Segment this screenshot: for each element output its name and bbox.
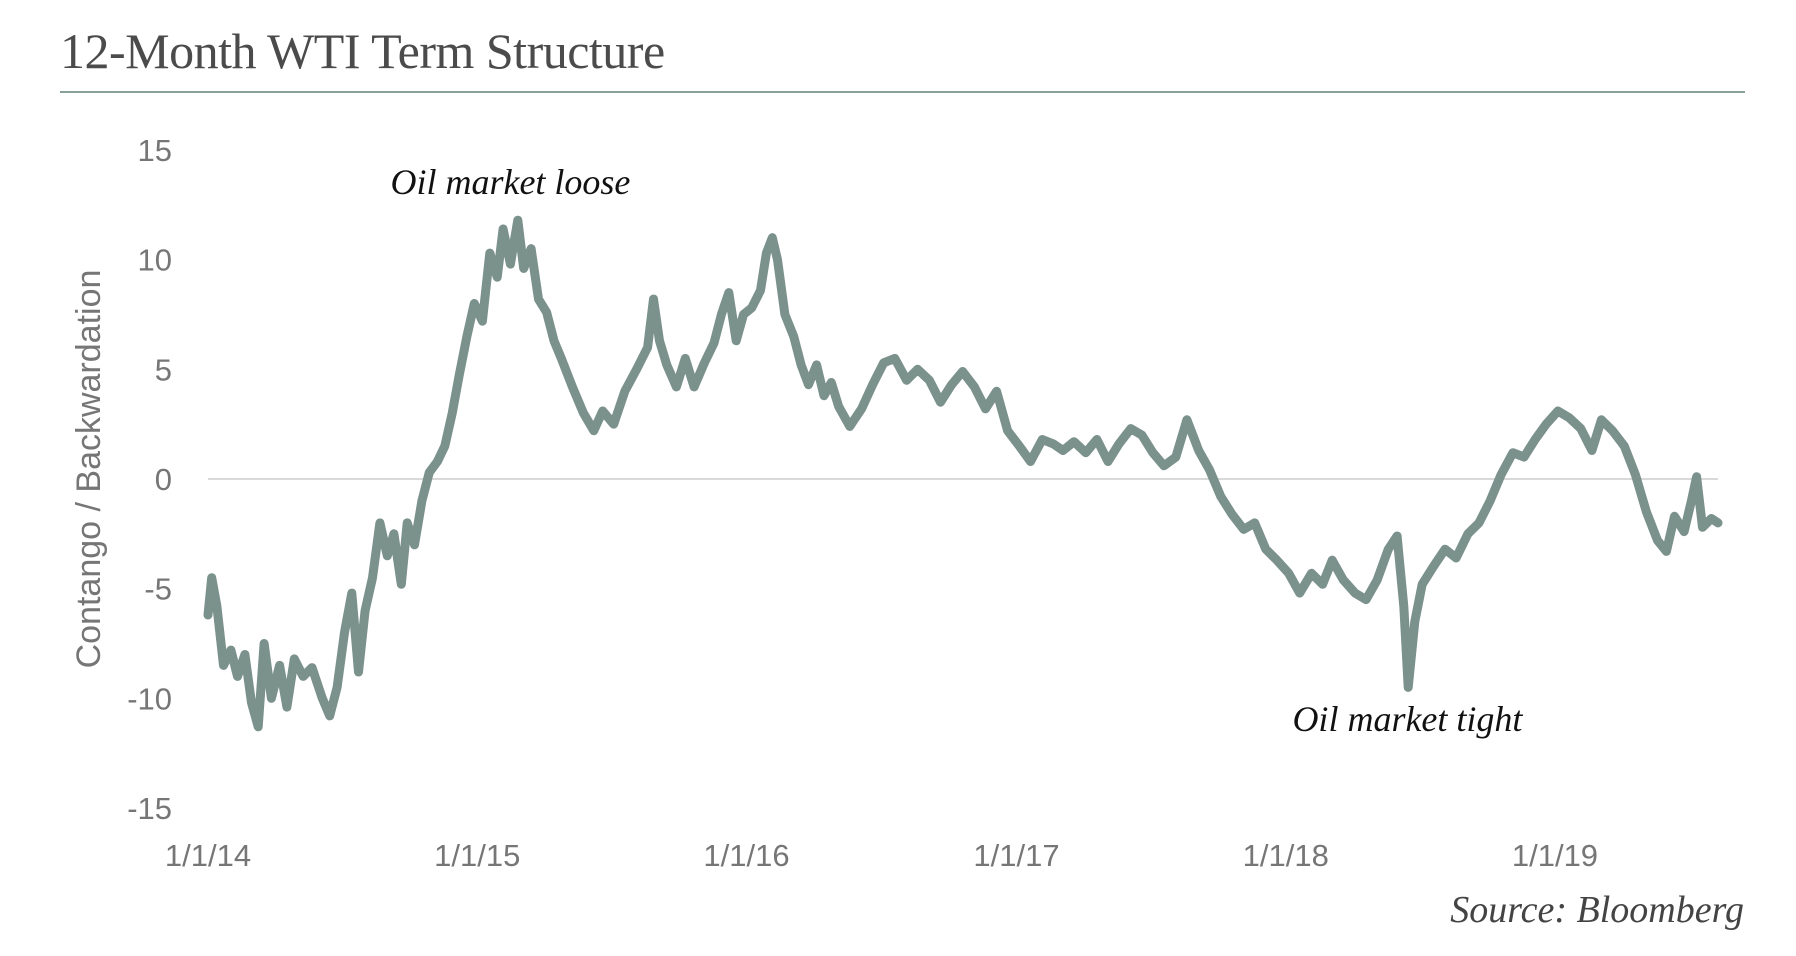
x-tick-label: 1/1/18 [1243,838,1329,873]
source-note: Source: Bloomberg [1450,889,1744,931]
x-tick-label: 1/1/14 [165,838,251,873]
y-tick-label: 5 [155,352,172,387]
y-axis-ticks: 15 10 5 0 -5 -10 -15 [127,133,172,826]
y-tick-label: 10 [138,243,172,278]
y-axis-title: Contango / Backwardation [70,270,108,669]
x-tick-label: 1/1/15 [434,838,520,873]
annotations: Oil market loose Oil market tight [390,162,1523,739]
title-divider [60,91,1745,93]
page-title: 12-Month WTI Term Structure [60,23,665,79]
annotation-label: Oil market tight [1292,699,1523,739]
y-tick-label: 15 [138,133,172,168]
x-axis-ticks: 1/1/14 1/1/15 1/1/16 1/1/17 1/1/18 1/1/19 [165,838,1598,873]
annotation-label: Oil market loose [390,162,630,202]
x-tick-label: 1/1/17 [973,838,1059,873]
x-tick-label: 1/1/16 [703,838,789,873]
x-tick-label: 1/1/19 [1512,838,1598,873]
y-tick-label: 0 [155,462,172,497]
y-tick-label: -10 [127,681,172,716]
y-tick-label: -5 [144,572,172,607]
series-line [203,215,1723,732]
y-tick-label: -15 [127,791,172,826]
